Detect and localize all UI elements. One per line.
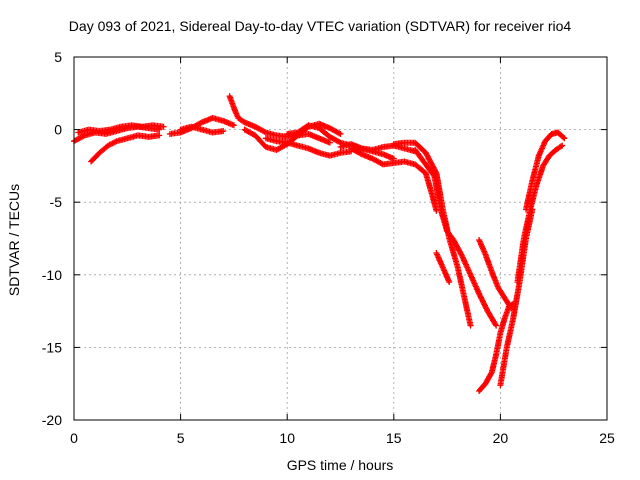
data-point	[557, 143, 564, 150]
series-track-18	[514, 142, 566, 286]
data-point	[481, 301, 488, 308]
x-tick-label: 25	[599, 430, 615, 446]
data-point	[430, 171, 437, 178]
x-tick-label: 20	[493, 430, 509, 446]
plot-frame	[73, 56, 608, 421]
data-point	[337, 130, 344, 137]
data-point	[560, 134, 567, 141]
data-point	[446, 279, 453, 286]
series-track-13	[412, 146, 500, 329]
grid-lines	[74, 57, 607, 420]
data-point	[156, 132, 163, 139]
y-axis-label: SDTVAR / TECUs	[6, 184, 22, 296]
series-track-16	[476, 300, 517, 394]
y-tick-label: 5	[54, 49, 62, 65]
series-track-15	[476, 237, 515, 312]
y-tick-label: -20	[42, 412, 62, 428]
series-track-11	[348, 145, 440, 214]
data-point	[326, 139, 333, 146]
series-track-14	[433, 250, 453, 286]
x-tick-label: 0	[70, 430, 78, 446]
data-points	[71, 93, 568, 394]
data-point	[336, 138, 343, 145]
data-point	[336, 130, 343, 137]
x-axis-label: GPS time / hours	[287, 457, 394, 473]
series-track-19	[523, 129, 568, 213]
data-point	[561, 135, 568, 142]
chart-title: Day 093 of 2021, Sidereal Day-to-day VTE…	[69, 18, 572, 34]
data-point	[492, 321, 499, 328]
data-point	[493, 322, 500, 329]
x-tick-label: 15	[386, 430, 402, 446]
y-tick-label: -5	[50, 194, 63, 210]
y-tick-label: -15	[42, 339, 62, 355]
series-track-5	[177, 123, 227, 136]
data-point	[488, 370, 495, 377]
y-tick-label: 0	[54, 122, 62, 138]
data-point	[559, 142, 566, 149]
data-point	[220, 128, 227, 135]
y-tick-label: -10	[42, 267, 62, 283]
data-point	[357, 150, 364, 157]
series-track-10	[337, 141, 419, 155]
x-tick-label: 10	[279, 430, 295, 446]
data-point	[197, 120, 204, 127]
series-track-3	[88, 132, 163, 165]
data-point	[467, 322, 474, 329]
axis-ticks	[73, 56, 608, 421]
series-track-8	[262, 135, 355, 159]
x-tick-label: 5	[177, 430, 185, 446]
data-point	[230, 122, 237, 129]
data-point	[160, 123, 167, 130]
